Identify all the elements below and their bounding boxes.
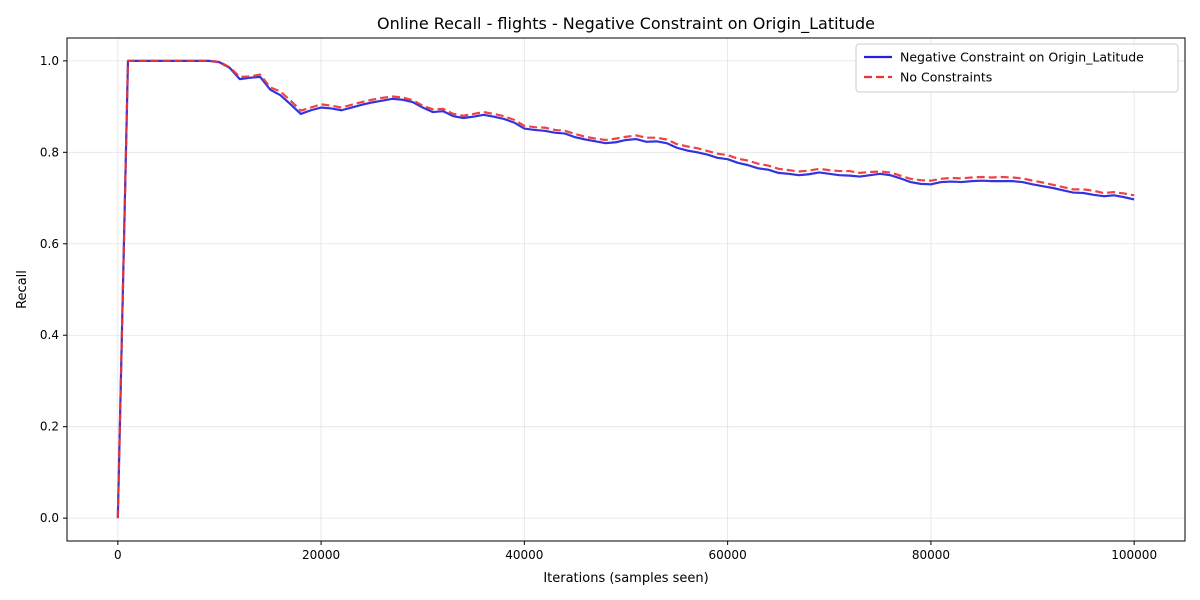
x-tick-label: 40000 bbox=[505, 548, 543, 562]
y-tick-label: 1.0 bbox=[40, 54, 59, 68]
y-tick-label: 0.8 bbox=[40, 145, 59, 159]
y-tick-label: 0.4 bbox=[40, 328, 59, 342]
y-tick-label: 0.2 bbox=[40, 420, 59, 434]
x-tick-label: 60000 bbox=[709, 548, 747, 562]
legend: Negative Constraint on Origin_Latitude No… bbox=[855, 43, 1179, 93]
legend-box bbox=[855, 43, 1179, 93]
series-lines bbox=[116, 59, 1135, 519]
legend-entry: No Constraints bbox=[900, 70, 992, 85]
y-tick-label: 0.0 bbox=[40, 511, 59, 525]
x-tick-label: 80000 bbox=[912, 548, 950, 562]
chart-title: Online Recall - flights - Negative Const… bbox=[377, 14, 875, 34]
x-tick-label: 20000 bbox=[302, 548, 340, 562]
series-line-no-constraints bbox=[116, 59, 1135, 519]
y-axis-label: Recall bbox=[15, 270, 30, 309]
grid bbox=[67, 38, 1185, 541]
y-tick-label: 0.6 bbox=[40, 237, 59, 251]
plot-frame bbox=[66, 37, 1186, 542]
x-tick-label: 100000 bbox=[1111, 548, 1157, 562]
x-axis-label: Iterations (samples seen) bbox=[543, 571, 708, 586]
series-line-negative-constraint bbox=[116, 59, 1135, 519]
x-tick-label: 0 bbox=[114, 548, 122, 562]
legend-entry: Negative Constraint on Origin_Latitude bbox=[900, 50, 1144, 65]
axis-ticks: 0 20000 40000 60000 80000 100000 0.0 0.2 0.4 0.6 0… bbox=[40, 54, 1157, 562]
